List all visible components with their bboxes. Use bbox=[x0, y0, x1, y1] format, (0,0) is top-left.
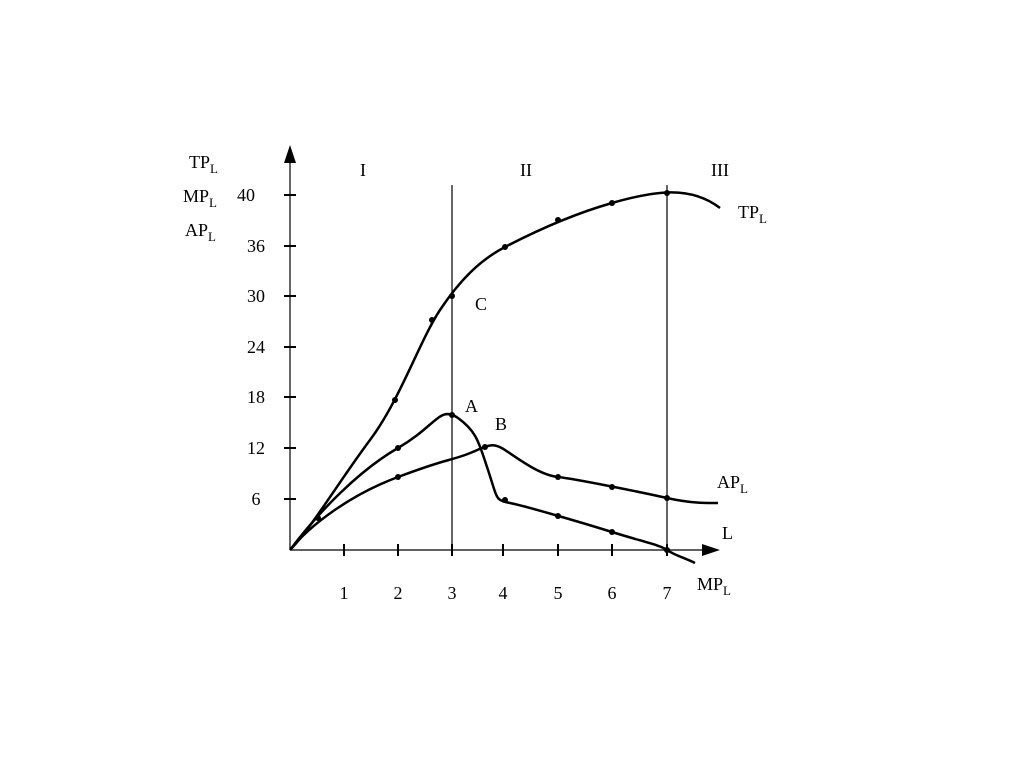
x-tick-label: 7 bbox=[663, 583, 672, 603]
x-tick-label: 5 bbox=[554, 583, 563, 603]
x-tick-label: 6 bbox=[608, 583, 617, 603]
mp-curve bbox=[289, 412, 696, 565]
point-label: A bbox=[465, 396, 478, 416]
x-tick-label: 3 bbox=[448, 583, 457, 603]
point-label: B bbox=[495, 414, 507, 434]
region-label: I bbox=[360, 160, 366, 180]
region-label: III bbox=[711, 160, 729, 180]
curve-label: MPL bbox=[697, 574, 731, 598]
region-label: II bbox=[520, 160, 532, 180]
tp-curve bbox=[289, 191, 721, 551]
y-arrow bbox=[284, 145, 296, 163]
y-tick-label: 30 bbox=[247, 286, 265, 306]
x-tick-label: 1 bbox=[340, 583, 349, 603]
x-arrow bbox=[702, 544, 720, 556]
y-axis-label: TPL bbox=[189, 152, 218, 176]
x-axis-label: L bbox=[722, 523, 733, 543]
y-tick-label: 24 bbox=[247, 337, 265, 357]
curve-label: TPL bbox=[738, 202, 767, 226]
y-axis-label: MPL bbox=[183, 186, 217, 210]
y-tick-label: 36 bbox=[247, 236, 265, 256]
point-label: C bbox=[475, 294, 487, 314]
y-tick-label: 6 bbox=[252, 489, 261, 509]
curve-label: APL bbox=[717, 472, 748, 496]
y-tick-label: 12 bbox=[247, 438, 265, 458]
curve-dots bbox=[315, 190, 670, 553]
ticks bbox=[284, 194, 668, 556]
y-axis-label: APL bbox=[185, 220, 216, 244]
y-tick-label: 40 bbox=[237, 185, 255, 205]
x-tick-label: 2 bbox=[394, 583, 403, 603]
y-tick-label: 18 bbox=[247, 387, 265, 407]
x-tick-label: 4 bbox=[499, 583, 508, 603]
